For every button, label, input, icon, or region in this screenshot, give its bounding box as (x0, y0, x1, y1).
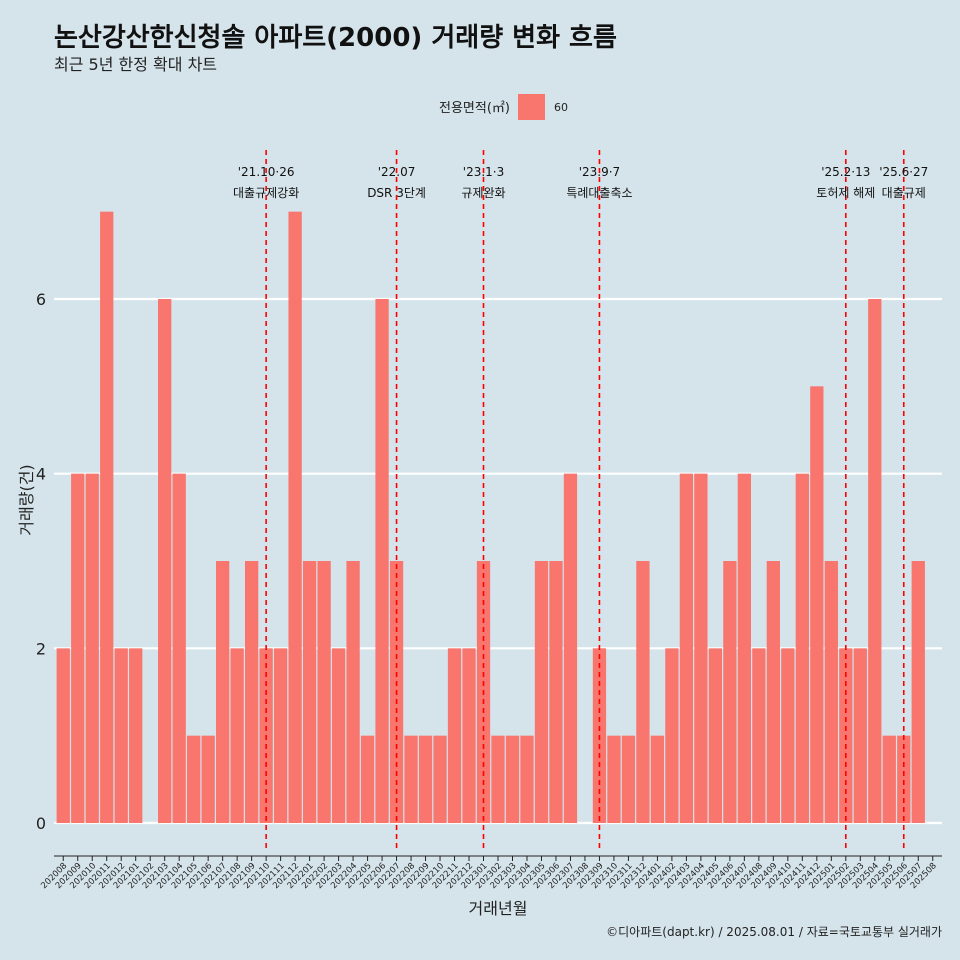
legend: 전용면적(㎡) 60 (439, 94, 568, 120)
bar-202209 (418, 735, 433, 823)
bar-202405 (708, 648, 723, 823)
event-date-2: '23.1·3 (463, 165, 504, 179)
bar-202106 (201, 735, 215, 823)
bar-202505 (882, 735, 896, 823)
event-label-2: 규제완화 (461, 186, 505, 200)
bar-202507 (911, 561, 925, 823)
bar-202303 (505, 735, 520, 823)
bar-202311 (621, 735, 636, 823)
event-label-4: 토허제 해제 (816, 186, 875, 200)
chart-subtitle: 최근 5년 한정 확대 차트 (54, 55, 217, 74)
bar-202305 (534, 561, 549, 823)
y-tick-label-2: 2 (36, 639, 46, 658)
event-date-5: '25.6·27 (879, 165, 928, 179)
legend-title: 전용면적(㎡) (439, 101, 510, 116)
bar-202012 (114, 648, 128, 823)
bar-202203 (331, 648, 346, 823)
event-lines: '21.10·26 대출규제강화 '22.07 DSR 3단계 '23.1·3 규제완화 '… (233, 150, 928, 850)
bar-202008 (56, 648, 70, 823)
y-axis-label: 거래량(건) (17, 464, 36, 535)
bar-202105 (187, 735, 201, 823)
y-tick-label-6: 6 (36, 290, 46, 309)
bar-202104 (172, 473, 186, 823)
bar-202010 (85, 473, 99, 823)
bar-202009 (71, 473, 85, 823)
y-tick-label-0: 0 (36, 814, 46, 833)
legend-swatch (518, 94, 545, 120)
bar-202208 (404, 735, 418, 823)
bar-202108 (230, 648, 244, 823)
caption: ©디아파트(dapt.kr) / 2025.08.01 / 자료=국토교통부 실… (606, 925, 942, 939)
bar-202201 (302, 561, 317, 823)
bar-202410 (781, 648, 795, 823)
event-date-4: '25.2·13 (821, 165, 870, 179)
bar-202112 (288, 211, 302, 823)
bar-202204 (346, 561, 360, 823)
bar-202202 (317, 561, 331, 823)
bar-202409 (766, 561, 780, 823)
bar-202101 (129, 648, 143, 823)
bar-202408 (752, 648, 766, 823)
event-label-1: DSR 3단계 (367, 186, 426, 200)
bar-202205 (360, 735, 375, 823)
event-label-3: 특례대출축소 (566, 186, 632, 200)
bar-202304 (520, 735, 534, 823)
bar-202412 (810, 386, 824, 823)
event-label-0: 대출규제강화 (233, 186, 299, 200)
bar-202506 (897, 735, 911, 823)
event-label-5: 대출규제 (882, 186, 926, 200)
legend-label: 60 (554, 101, 568, 114)
y-axis: 0 2 4 6 (36, 290, 46, 833)
bar-202211 (447, 648, 462, 823)
bar-202210 (433, 735, 447, 823)
bar-202401 (650, 735, 665, 823)
bar-202503 (853, 648, 867, 823)
x-axis-label: 거래년월 (469, 899, 528, 918)
bar-202406 (723, 561, 737, 823)
bar-202212 (462, 648, 476, 823)
bars (56, 211, 925, 823)
bar-202107 (216, 561, 230, 823)
event-date-1: '22.07 (378, 165, 416, 179)
bar-202111 (273, 648, 288, 823)
bar-202407 (737, 473, 752, 823)
event-date-0: '21.10·26 (238, 165, 295, 179)
x-axis: 2020082020092020102020112020122021012021… (39, 855, 942, 891)
y-tick-label-4: 4 (36, 465, 46, 484)
bar-202504 (868, 299, 882, 823)
bar-202109 (244, 561, 259, 823)
event-date-3: '23.9·7 (579, 165, 620, 179)
bar-202011 (100, 211, 114, 823)
bar-202306 (549, 561, 563, 823)
bar-202402 (665, 648, 679, 823)
bar-202404 (694, 473, 708, 823)
chart-title: 논산강산한신청솔 아파트(2000) 거래량 변화 흐름 (54, 23, 617, 53)
bar-202501 (824, 561, 838, 823)
bar-202403 (679, 473, 694, 823)
bar-202312 (636, 561, 650, 823)
bar-202103 (158, 299, 172, 823)
bar-202411 (795, 473, 809, 823)
bar-202310 (607, 735, 621, 823)
bar-202302 (491, 735, 505, 823)
bar-202206 (375, 299, 389, 823)
bar-202307 (563, 473, 578, 823)
